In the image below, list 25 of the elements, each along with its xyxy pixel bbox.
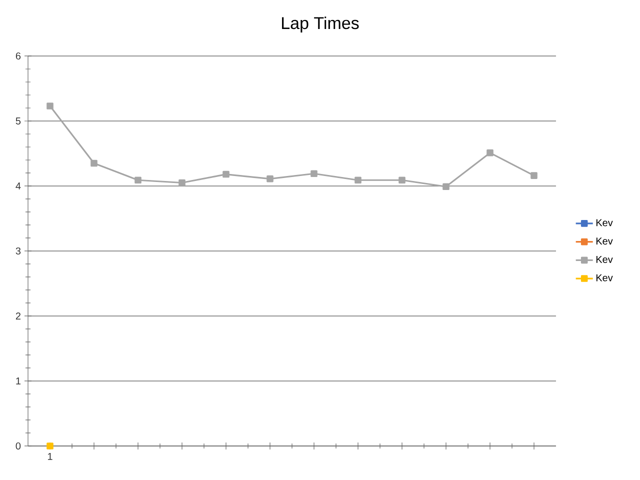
point	[530, 172, 538, 179]
legend-label: Kev	[596, 256, 613, 263]
chart-title: Lap Times	[282, 16, 359, 32]
legend-label: Kev	[596, 274, 613, 282]
y-tick-label: 4	[16, 182, 21, 190]
y-tick-label: 2	[16, 312, 20, 320]
point	[266, 175, 274, 182]
point	[178, 179, 186, 186]
point	[398, 176, 406, 184]
y-tick-label: 1	[16, 378, 21, 384]
point	[90, 160, 98, 167]
point	[222, 170, 230, 178]
point	[486, 149, 494, 156]
point	[46, 442, 54, 450]
y-tick-label: 5	[16, 118, 21, 124]
point	[442, 183, 450, 190]
point	[46, 102, 54, 110]
point	[134, 176, 142, 184]
y-tick-label: 3	[16, 247, 21, 255]
point	[354, 176, 362, 184]
legend-label: Kev	[596, 238, 613, 245]
y-tick-label: 0	[16, 442, 21, 450]
y-tick-label: 6	[16, 52, 21, 60]
point	[310, 170, 318, 178]
legend-label: Kev	[596, 219, 613, 226]
